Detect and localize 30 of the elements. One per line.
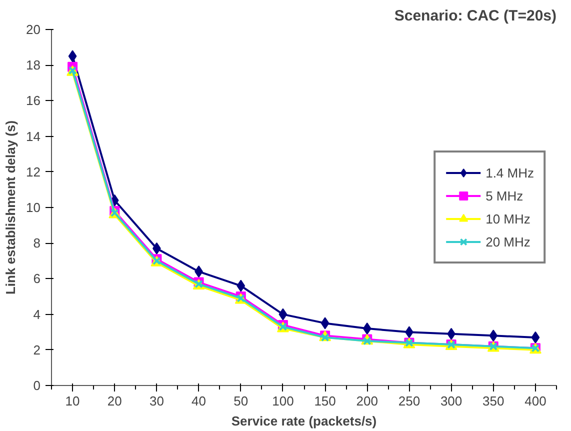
- y-tick-label: 0: [33, 378, 41, 393]
- x-tick-label: 300: [440, 394, 462, 408]
- x-tick-label: 10: [65, 394, 80, 408]
- x-tick-label: 400: [524, 394, 546, 408]
- x-tick-label: 20: [107, 394, 122, 408]
- x-tick-label: 250: [398, 394, 420, 408]
- legend-label: 10 MHz: [486, 211, 530, 226]
- y-tick-label: 12: [26, 164, 41, 180]
- y-tick-label: 14: [26, 128, 41, 144]
- y-tick-label: 4: [33, 306, 41, 322]
- y-tick-label: 6: [33, 271, 41, 286]
- x-axis-title: Service rate (packets/s): [231, 414, 377, 428]
- x-tick-label: 150: [314, 394, 336, 408]
- chart-title: Scenario: CAC (T=20s): [394, 8, 557, 24]
- x-tick-label: 50: [234, 394, 248, 408]
- x-tick-label: 40: [192, 394, 206, 408]
- y-tick-label: 2: [33, 342, 41, 358]
- y-axis-title: Link establishment delay (s): [3, 120, 18, 295]
- x-tick-label: 350: [482, 394, 504, 408]
- legend-label: 20 MHz: [486, 234, 530, 249]
- legend-label: 5 MHz: [486, 188, 524, 203]
- y-tick-label: 10: [26, 200, 41, 215]
- x-tick-label: 100: [272, 394, 294, 408]
- x-tick-label: 200: [356, 394, 378, 408]
- y-tick-label: 18: [26, 58, 41, 73]
- y-tick-label: 8: [33, 236, 41, 251]
- x-tick-label: 30: [149, 394, 164, 408]
- legend-label: 1.4 MHz: [486, 165, 534, 180]
- y-tick-label: 16: [26, 93, 41, 108]
- y-tick-label: 20: [26, 22, 41, 37]
